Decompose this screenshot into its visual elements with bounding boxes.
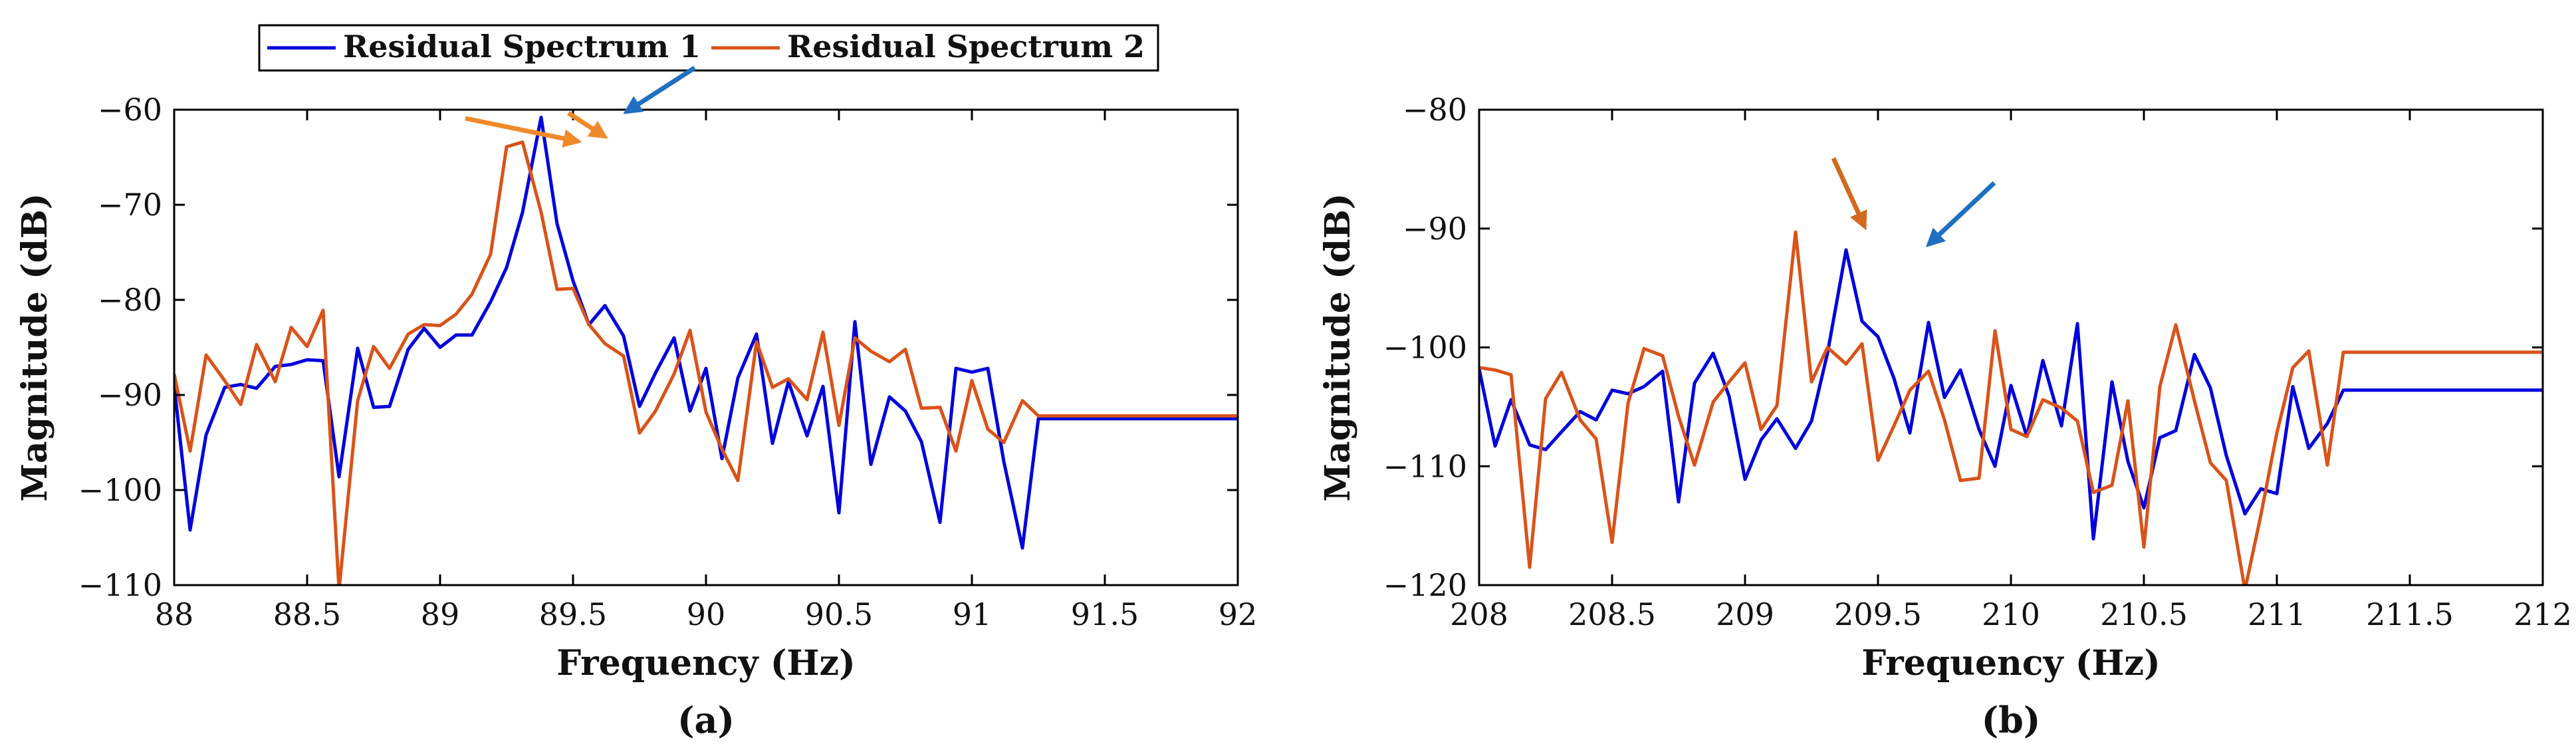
x-tick-label: 91 (953, 596, 992, 632)
y-tick-label: −110 (78, 567, 162, 603)
y-tick-label: −120 (1383, 567, 1467, 603)
x-tick-label: 212 (2514, 596, 2572, 632)
x-tick-label: 89.5 (539, 596, 607, 632)
x-axis-label: Frequency (Hz) (556, 643, 855, 684)
y-tick-label: −70 (98, 187, 162, 223)
x-tick-label: 208 (1450, 596, 1508, 632)
x-tick-label: 92 (1219, 596, 1258, 632)
chart-panel-a: 88 88.5 89 89.5 90 90.5 91 91.5 92 −110 −100 −90 −80… (15, 66, 1258, 741)
x-tick-label: 89 (421, 596, 460, 632)
panel-label: (b) (1982, 699, 2041, 741)
x-tick-label: 88 (155, 596, 194, 632)
x-tick-label: 211.5 (2366, 596, 2454, 632)
legend: Residual Spectrum 1 Residual Spectrum 2 (258, 24, 1159, 72)
x-tick-label: 210 (1982, 596, 2040, 632)
y-axis-label: Magnitude (dB) (15, 193, 55, 501)
legend-label-2: Residual Spectrum 2 (787, 29, 1145, 64)
annotation-arrow-orange (465, 116, 582, 148)
legend-box (258, 24, 1159, 72)
x-tick-label: 211 (2248, 596, 2306, 632)
y-tick-label: −100 (1383, 330, 1467, 366)
y-tick-label: −90 (1403, 211, 1467, 247)
annotation-arrow-orange (567, 111, 608, 139)
series-line-1 (174, 115, 1238, 550)
y-tick-label: −80 (1403, 92, 1467, 128)
plot-area-frame (1478, 108, 2544, 586)
x-tick-label: 209 (1716, 596, 1774, 632)
series-line-2 (1479, 230, 2543, 585)
chart-panel-b: 208 208.5 209 209.5 210 210.5 211 211.5 212 −120 −… (1318, 92, 2572, 741)
y-tick-label: −110 (1383, 448, 1467, 484)
x-axis-label: Frequency (Hz) (1861, 643, 2160, 684)
legend-label-1: Residual Spectrum 1 (343, 29, 701, 64)
x-tick-label: 209.5 (1834, 596, 1922, 632)
series-line-2 (174, 140, 1238, 585)
y-tick-label: −60 (98, 92, 162, 128)
x-tick-label: 210.5 (2100, 596, 2188, 632)
annotation-arrow-dark_orange (1831, 157, 1867, 231)
x-tick-label: 90 (687, 596, 726, 632)
y-tick-label: −90 (98, 377, 162, 413)
x-tick-label: 208.5 (1568, 596, 1656, 632)
y-axis-label: Magnitude (dB) (1318, 193, 1358, 501)
x-tick-label: 88.5 (273, 596, 341, 632)
x-tick-label: 91.5 (1071, 596, 1139, 632)
y-tick-label: −80 (98, 282, 162, 318)
x-tick-label: 90.5 (805, 596, 873, 632)
annotation-arrow-blue (623, 66, 696, 114)
series-line-1 (1479, 248, 2543, 541)
y-tick-label: −100 (78, 472, 162, 508)
panel-label: (a) (677, 699, 735, 741)
annotation-arrow-blue (1925, 181, 1996, 247)
